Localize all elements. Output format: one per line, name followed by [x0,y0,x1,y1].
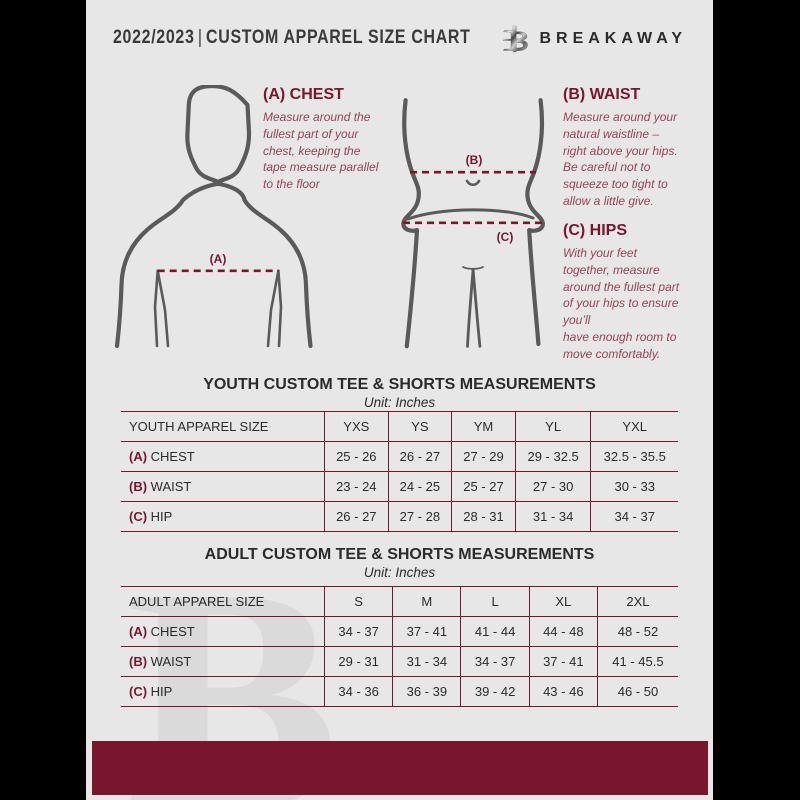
svg-text:(C): (C) [497,230,514,244]
svg-text:(A): (A) [210,252,227,266]
svg-text:(B): (B) [466,153,483,167]
